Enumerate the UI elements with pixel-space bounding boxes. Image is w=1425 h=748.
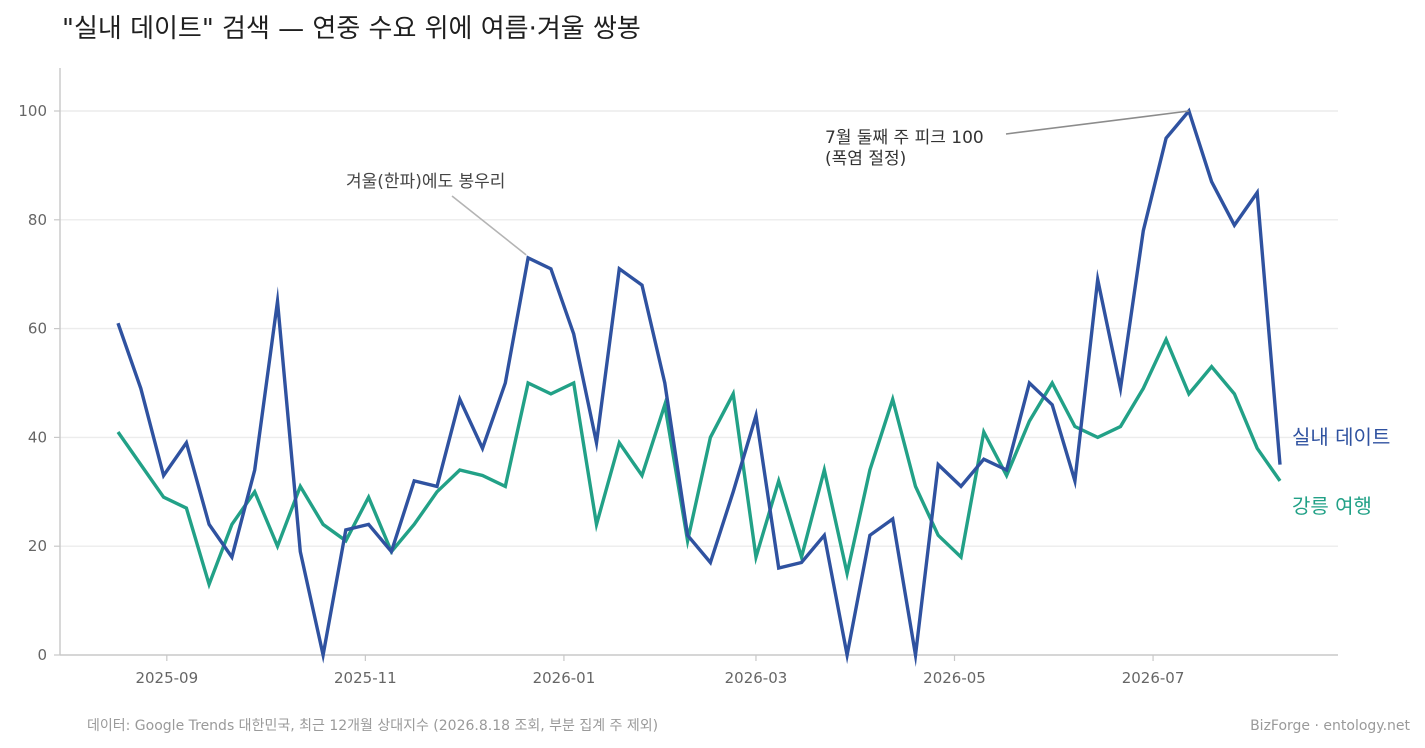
y-tick-label: 60 (28, 320, 47, 338)
series-label-gangneung-trip: 강릉 여행 (1292, 494, 1372, 518)
y-tick-label: 80 (28, 211, 47, 229)
credit: BizForge · entology.net (1250, 718, 1410, 734)
annotation-winter-text: 겨울(한파)에도 봉우리 (346, 172, 505, 192)
series-label-indoor-date: 실내 데이트 (1292, 425, 1390, 449)
annotation-winter-leader (451, 195, 527, 256)
y-tick-label: 20 (28, 537, 47, 555)
x-tick-label: 2026-01 (533, 669, 596, 687)
y-tick-label: 40 (28, 428, 47, 446)
y-tick-label: 0 (37, 646, 47, 664)
annotation-peak-line2: (폭염 절정) (825, 149, 906, 169)
annotation-peak-line1: 7월 둘째 주 피크 100 (825, 128, 984, 148)
series-line-1 (116, 107, 1282, 667)
axes: 0 20 40 60 80 100 2025-09 2025-11 2026-01 2026-03… (18, 68, 1338, 687)
y-tick-label: 100 (18, 102, 47, 120)
x-tick-label: 2026-03 (725, 669, 788, 687)
x-tick-label: 2026-05 (923, 669, 986, 687)
series-line-2 (116, 335, 1282, 590)
source-note: 데이터: Google Trends 대한민국, 최근 12개월 상대지수 (2… (87, 718, 658, 734)
annotation-peak-leader (1005, 110, 1189, 135)
x-tick-label: 2025-11 (334, 669, 397, 687)
x-tick-label: 2026-07 (1122, 669, 1185, 687)
chart-title: "실내 데이트" 검색 — 연중 수요 위에 여름·겨울 쌍봉 (62, 14, 641, 44)
x-tick-label: 2025-09 (135, 669, 198, 687)
series-lines (116, 107, 1282, 667)
